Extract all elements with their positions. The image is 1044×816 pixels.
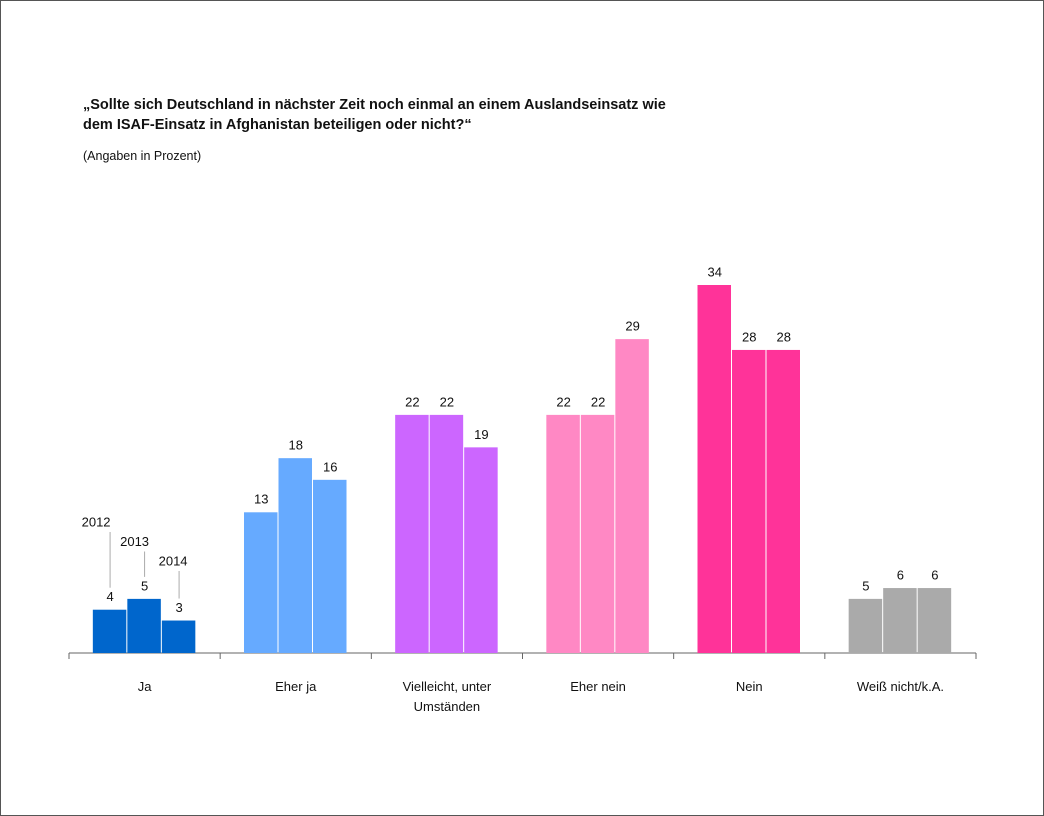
bar: [848, 598, 883, 653]
bar: [546, 414, 580, 653]
bar: [429, 414, 464, 653]
bar: [161, 620, 196, 653]
x-tick-label: Ja: [137, 679, 152, 694]
bar: [313, 479, 347, 653]
x-tick-label: Nein: [735, 679, 763, 694]
bar: [883, 588, 917, 653]
bar: [92, 609, 127, 653]
bar: [580, 414, 615, 653]
value-label: 5: [141, 578, 148, 593]
x-tick-label: Eher nein: [570, 679, 626, 694]
bar: [244, 512, 278, 653]
series-label: 2012: [82, 514, 111, 529]
value-label: 22: [440, 394, 454, 409]
value-label: 34: [708, 264, 722, 279]
bar: [464, 447, 498, 653]
bar: [278, 458, 312, 653]
bar: [395, 414, 429, 653]
x-tick-label: Vielleicht, unter Umständen: [402, 679, 492, 714]
value-label: 29: [625, 319, 639, 334]
value-label: 19: [474, 427, 488, 442]
bar: [697, 285, 731, 653]
value-label: 22: [556, 394, 570, 409]
bar: [766, 349, 800, 653]
chart-title: dem ISAF-Einsatz in Afghanistan beteilig…: [83, 117, 472, 133]
value-label: 22: [591, 394, 605, 409]
bar: [615, 339, 649, 653]
value-label: 13: [254, 492, 268, 507]
value-label: 6: [931, 567, 938, 582]
value-label: 5: [862, 578, 869, 593]
chart-subtitle: (Angaben in Prozent): [83, 149, 202, 163]
value-label: 4: [106, 589, 113, 604]
chart-title: „Sollte sich Deutschland in nächster Zei…: [83, 97, 666, 113]
value-label: 28: [742, 329, 756, 344]
value-label: 6: [897, 567, 904, 582]
bar: [732, 349, 766, 653]
x-tick-label: Eher ja: [275, 679, 317, 694]
value-label: 18: [289, 438, 303, 453]
value-label: 28: [777, 329, 791, 344]
bar: [917, 588, 952, 653]
series-label: 2014: [159, 553, 188, 568]
value-label: 3: [175, 600, 182, 615]
bar: [127, 598, 161, 653]
x-tick-label: Weiß nicht/k.A.: [856, 679, 944, 694]
value-label: 22: [405, 394, 419, 409]
value-label: 16: [323, 459, 337, 474]
series-label: 2013: [120, 534, 149, 549]
